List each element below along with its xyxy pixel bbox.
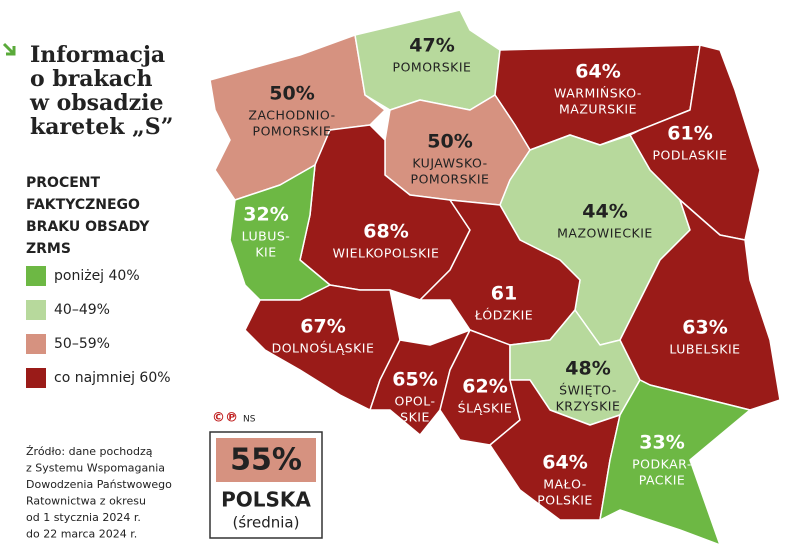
legend-title: ZRMS xyxy=(26,241,71,257)
region-name: POMORSKIE xyxy=(393,60,472,75)
region-name: POMORSKIE xyxy=(253,124,332,139)
title-line: Informacja xyxy=(30,42,165,68)
region-name: ŚWIĘTO- xyxy=(559,383,617,398)
national-note: (średnia) xyxy=(233,514,300,532)
source-line: Źródło: dane pochodzą xyxy=(26,445,153,458)
region-name: MAZURSKIE xyxy=(559,102,637,117)
title-line: w obsadzie xyxy=(29,90,164,116)
region-value: 47% xyxy=(409,35,454,57)
region-value: 48% xyxy=(565,358,610,380)
region-name: SKIE xyxy=(400,410,430,425)
region-value: 61% xyxy=(667,123,712,145)
region-name: ŁÓDZKIE xyxy=(474,308,533,323)
region-name: LUBELSKIE xyxy=(669,342,740,357)
national-value-box xyxy=(216,438,316,482)
national-name: POLSKA xyxy=(221,488,311,512)
region-value: 44% xyxy=(582,201,627,223)
title-block: Informacja o brakach w obsadzie karetek … xyxy=(2,42,173,140)
region-value: 50% xyxy=(427,131,472,153)
national-value: 55% xyxy=(230,443,302,478)
region-name: LUBUS- xyxy=(242,229,291,244)
legend-title: FAKTYCZNEGO xyxy=(26,197,140,213)
region-value: 33% xyxy=(639,432,684,454)
region-value: 62% xyxy=(462,376,507,398)
region-value: 50% xyxy=(269,83,314,105)
region-value: 65% xyxy=(392,369,437,391)
region-name: PODLASKIE xyxy=(652,148,727,163)
legend-swatch xyxy=(26,266,46,286)
credit-author: NS xyxy=(243,415,256,425)
legend-title: BRAKU OBSADY xyxy=(26,219,150,235)
legend-title: PROCENT xyxy=(26,175,100,191)
region-value: 32% xyxy=(243,204,288,226)
region-name: POMORSKIE xyxy=(411,172,490,187)
source-line: od 1 stycznia 2024 r. xyxy=(26,511,141,524)
credit-symbols: ©℗ xyxy=(212,411,238,426)
region-name: ŚLĄSKIE xyxy=(458,401,513,416)
source-line: do 22 marca 2024 r. xyxy=(26,528,137,541)
legend-swatch xyxy=(26,334,46,354)
source-line: Dowodzenia Państwowego xyxy=(26,478,172,491)
legend-swatch xyxy=(26,300,46,320)
region-name: KUJAWSKO- xyxy=(412,156,487,171)
region-name: MAŁO- xyxy=(543,477,587,492)
region-value: 68% xyxy=(363,221,408,243)
source-line: Ratownictwa z okresu xyxy=(26,495,146,508)
legend-label: 40–49% xyxy=(54,302,110,318)
region-value: 64% xyxy=(542,452,587,474)
region-name: PODKAR- xyxy=(632,457,692,472)
region-name: DOLNOŚLĄSKIE xyxy=(272,341,375,356)
region-value: 67% xyxy=(300,316,345,338)
legend-label: poniżej 40% xyxy=(54,268,140,284)
region-name: KRZYSKIE xyxy=(556,399,621,414)
legend-label: 50–59% xyxy=(54,336,110,352)
region-name: WIELKOPOLSKIE xyxy=(333,246,440,261)
region-value: 64% xyxy=(575,61,620,83)
region-name: KIE xyxy=(255,245,276,260)
legend-swatch xyxy=(26,368,46,388)
region-name: ZACHODNIO- xyxy=(248,108,335,123)
region-name: OPOL- xyxy=(395,394,436,409)
region-name: PACKIE xyxy=(639,473,686,488)
legend-label: co najmniej 60% xyxy=(54,370,171,386)
region-name: MAZOWIECKIE xyxy=(557,226,653,241)
title-line: o brakach xyxy=(30,66,152,92)
region xyxy=(369,329,471,436)
arrow-icon xyxy=(2,42,16,56)
region-name: WARMIŃSKO- xyxy=(554,86,642,101)
region-value: 61 xyxy=(491,283,517,305)
source-line: z Systemu Wspomagania xyxy=(26,462,165,475)
title-line: karetek „S” xyxy=(30,114,173,140)
region-value: 63% xyxy=(682,317,727,339)
region-name: POLSKIE xyxy=(537,493,593,508)
region xyxy=(599,379,751,546)
